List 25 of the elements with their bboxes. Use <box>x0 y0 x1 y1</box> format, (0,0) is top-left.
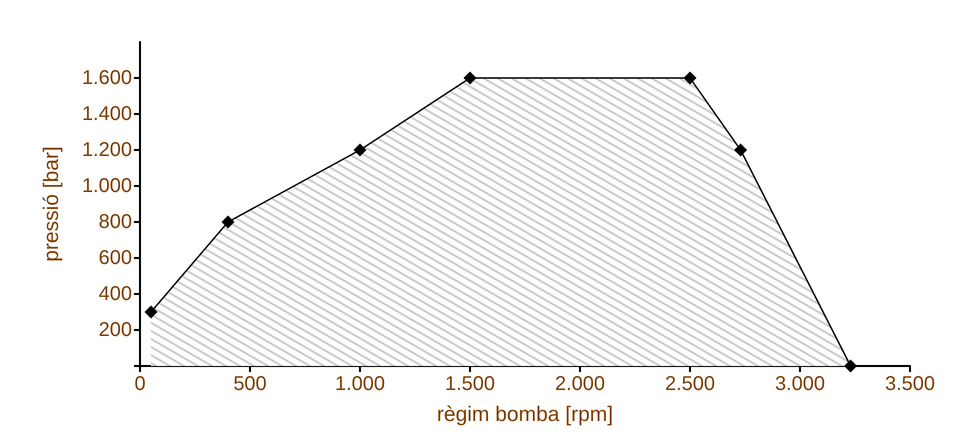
x-tick-label: 3.500 <box>884 373 936 395</box>
x-tick-label: 0 <box>134 373 146 395</box>
point <box>734 144 748 156</box>
x-tick-label: 1.000 <box>334 373 386 395</box>
point <box>222 216 234 228</box>
point <box>354 144 366 156</box>
x-tick-label: 2.500 <box>664 373 716 395</box>
y-tick-label: 1.000 <box>82 175 132 197</box>
y-tick-label: 1.200 <box>82 139 132 161</box>
y-tick-label: 1.400 <box>82 103 132 125</box>
x-tick-label: 3.000 <box>774 373 826 395</box>
y-tick-label: 400 <box>98 283 132 305</box>
x-tick-label: 1.500 <box>444 373 496 395</box>
y-tick-label: 600 <box>98 247 132 269</box>
point <box>844 360 858 372</box>
y-tick-label: 1.600 <box>82 67 132 89</box>
y-tick-label: 200 <box>98 319 132 341</box>
x-tick-label: 2.000 <box>554 373 606 395</box>
y-axis-title: pressió [bar] <box>40 146 63 262</box>
y-tick-label: 800 <box>98 211 132 233</box>
x-tick-label: 500 <box>233 373 267 395</box>
point <box>144 306 158 318</box>
x-axis-title: règim bomba [rpm] <box>436 403 614 426</box>
point <box>684 72 696 84</box>
point <box>464 72 476 84</box>
